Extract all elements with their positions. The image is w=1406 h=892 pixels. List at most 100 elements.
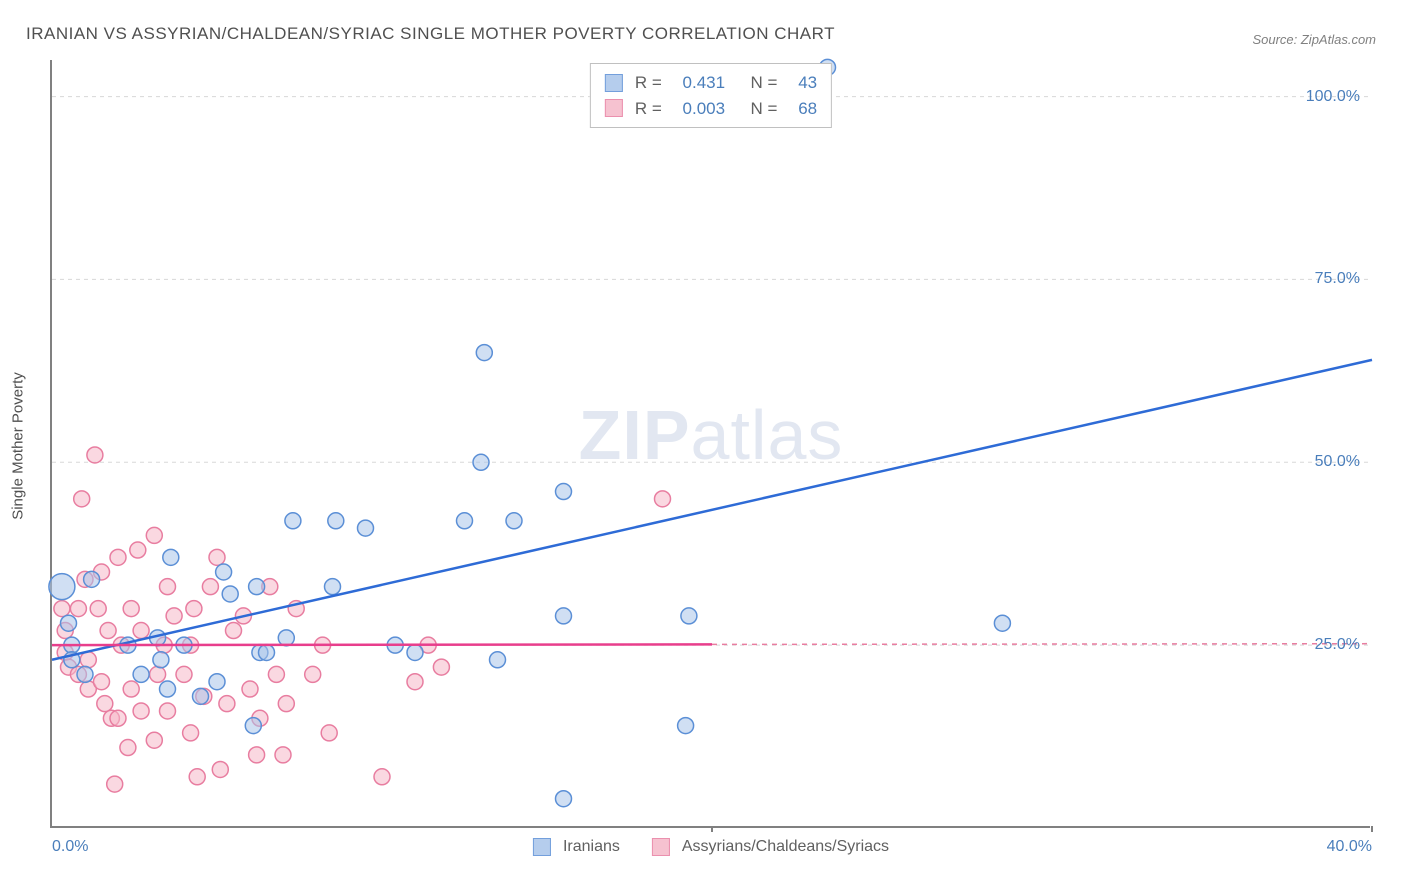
scatter-point [278, 696, 294, 712]
scatter-point [325, 579, 341, 595]
scatter-point [328, 513, 344, 529]
scatter-point [61, 615, 77, 631]
scatter-point [90, 601, 106, 617]
scatter-point [457, 513, 473, 529]
scatter-point [94, 674, 110, 690]
scatter-point [160, 579, 176, 595]
scatter-point [123, 601, 139, 617]
scatter-point [407, 674, 423, 690]
scatter-point [219, 696, 235, 712]
scatter-point [110, 549, 126, 565]
scatter-point [87, 447, 103, 463]
y-tick-label: 25.0% [1315, 636, 1360, 654]
scatter-point [120, 740, 136, 756]
regression-line-dashed [712, 644, 1372, 645]
scatter-point [226, 623, 242, 639]
scatter-point [107, 776, 123, 792]
scatter-point [275, 747, 291, 763]
scatter-point [110, 710, 126, 726]
chart-title: IRANIAN VS ASSYRIAN/CHALDEAN/SYRIAC SING… [26, 24, 835, 44]
scatter-point [556, 484, 572, 500]
legend-swatch-0 [605, 74, 623, 92]
scatter-point [146, 732, 162, 748]
scatter-point [133, 703, 149, 719]
scatter-point [259, 644, 275, 660]
legend-swatch-icon [652, 838, 670, 856]
scatter-point [49, 574, 75, 600]
scatter-point [994, 615, 1010, 631]
regression-line [52, 644, 712, 645]
scatter-point [209, 549, 225, 565]
scatter-point [176, 666, 192, 682]
scatter-point [74, 491, 90, 507]
scatter-point [183, 725, 199, 741]
y-tick-label: 75.0% [1315, 270, 1360, 288]
scatter-point [80, 652, 96, 668]
scatter-point [249, 747, 265, 763]
stats-legend-row-0: R = 0.431 N = 43 [605, 70, 817, 96]
bottom-legend-item-1: Assyrians/Chaldeans/Syriacs [652, 838, 889, 856]
scatter-point [556, 608, 572, 624]
y-tick-label: 50.0% [1315, 453, 1360, 471]
scatter-point [473, 454, 489, 470]
scatter-point [678, 718, 694, 734]
scatter-point [193, 688, 209, 704]
scatter-point [556, 791, 572, 807]
scatter-point [189, 769, 205, 785]
scatter-point [133, 623, 149, 639]
scatter-point [209, 674, 225, 690]
scatter-point [212, 761, 228, 777]
scatter-point [216, 564, 232, 580]
scatter-point [160, 703, 176, 719]
scatter-point [358, 520, 374, 536]
scatter-point [476, 345, 492, 361]
scatter-point [160, 681, 176, 697]
scatter-point [153, 652, 169, 668]
scatter-point [166, 608, 182, 624]
scatter-point [150, 666, 166, 682]
plot-area: ZIPatlas R = 0.431 N = 43 R = 0.003 N = … [50, 60, 1370, 828]
scatter-point [70, 601, 86, 617]
scatter-point [123, 681, 139, 697]
scatter-point [285, 513, 301, 529]
scatter-point [130, 542, 146, 558]
scatter-point [655, 491, 671, 507]
source-attribution: Source: ZipAtlas.com [1252, 32, 1376, 47]
scatter-point [321, 725, 337, 741]
scatter-point [186, 601, 202, 617]
stats-legend-row-1: R = 0.003 N = 68 [605, 96, 817, 122]
scatter-point [407, 644, 423, 660]
scatter-point [100, 623, 116, 639]
legend-swatch-icon [533, 838, 551, 856]
scatter-point [374, 769, 390, 785]
scatter-point [681, 608, 697, 624]
scatter-point [490, 652, 506, 668]
x-tick-label: 40.0% [1327, 838, 1372, 856]
scatter-point [163, 549, 179, 565]
scatter-point [146, 527, 162, 543]
scatter-point [97, 696, 113, 712]
scatter-point [77, 666, 93, 682]
x-tick-label: 0.0% [52, 838, 88, 856]
stats-legend: R = 0.431 N = 43 R = 0.003 N = 68 [590, 63, 832, 128]
scatter-point [133, 666, 149, 682]
scatter-point [305, 666, 321, 682]
scatter-point [84, 571, 100, 587]
legend-swatch-1 [605, 99, 623, 117]
scatter-point [268, 666, 284, 682]
scatter-point [249, 579, 265, 595]
scatter-point [222, 586, 238, 602]
bottom-legend-item-0: Iranians [533, 838, 620, 856]
scatter-point [245, 718, 261, 734]
scatter-point [506, 513, 522, 529]
scatter-point [433, 659, 449, 675]
regression-line [52, 360, 1372, 660]
y-axis-label: Single Mother Poverty [10, 372, 27, 520]
scatter-point [242, 681, 258, 697]
scatter-point [278, 630, 294, 646]
scatter-point [54, 601, 70, 617]
bottom-legend: Iranians Assyrians/Chaldeans/Syriacs [533, 838, 889, 856]
y-tick-label: 100.0% [1306, 88, 1360, 106]
scatter-point [202, 579, 218, 595]
chart-svg [52, 60, 1370, 826]
